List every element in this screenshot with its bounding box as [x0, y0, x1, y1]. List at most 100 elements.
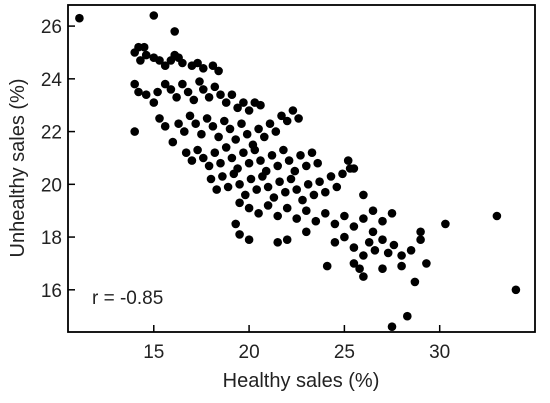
data-point [269, 193, 279, 202]
data-point [139, 42, 149, 52]
data-point [231, 135, 240, 144]
data-point [183, 87, 193, 97]
data-point [397, 251, 406, 260]
data-point [256, 156, 265, 165]
data-point [225, 124, 235, 134]
data-point [242, 129, 252, 139]
data-point [168, 137, 178, 147]
data-point [265, 119, 275, 128]
data-point [273, 238, 283, 247]
data-point [246, 174, 256, 184]
data-point [321, 187, 330, 197]
data-point [271, 127, 281, 136]
data-point [193, 145, 202, 155]
data-point [212, 185, 221, 194]
data-point [416, 235, 425, 244]
data-point [275, 177, 284, 186]
data-point [197, 129, 206, 139]
data-point [340, 211, 349, 221]
data-point [338, 169, 347, 179]
data-point [410, 277, 420, 287]
data-point [237, 119, 246, 128]
data-point [309, 190, 319, 200]
data-point [153, 87, 162, 97]
data-point [387, 322, 397, 332]
data-point [286, 174, 296, 184]
data-point [160, 122, 170, 131]
data-point [292, 214, 302, 223]
data-point [221, 98, 231, 107]
data-point [368, 227, 378, 237]
data-point [181, 148, 191, 157]
data-point [204, 93, 214, 102]
data-point [441, 219, 450, 229]
data-point [378, 216, 387, 226]
data-point [235, 230, 244, 239]
data-point [208, 61, 218, 70]
data-point [282, 235, 292, 244]
data-point [332, 182, 342, 192]
data-point [321, 209, 330, 218]
y-tick-label: 18 [41, 228, 62, 249]
data-point [349, 259, 359, 268]
data-point [199, 85, 208, 94]
data-point [277, 111, 286, 121]
data-point [216, 90, 225, 99]
data-point [267, 151, 277, 160]
data-point [199, 64, 208, 73]
data-point [227, 153, 237, 163]
data-point [359, 272, 368, 281]
data-point [244, 106, 254, 115]
data-point [281, 187, 290, 197]
plot-frame [67, 4, 536, 333]
data-point [170, 27, 179, 36]
data-point [180, 127, 189, 136]
data-point [349, 243, 359, 252]
data-point [189, 95, 199, 105]
data-point [343, 156, 353, 165]
y-tick-label: 16 [41, 281, 62, 302]
data-point [216, 158, 225, 168]
data-point [250, 145, 260, 155]
data-point [492, 211, 502, 221]
x-axis-title: Healthy sales (%) [223, 370, 380, 392]
data-point [149, 98, 159, 107]
data-point [239, 98, 248, 107]
data-point [511, 285, 521, 295]
data-point [235, 198, 244, 208]
data-point [172, 93, 181, 102]
data-point [403, 311, 412, 321]
x-tick-label: 15 [143, 342, 164, 363]
x-tick-label: 25 [334, 342, 355, 363]
data-point [178, 79, 187, 89]
data-point [406, 246, 416, 255]
data-point [214, 132, 223, 142]
data-point [206, 174, 216, 184]
data-point [155, 114, 164, 123]
data-point [273, 161, 283, 171]
y-tick-label: 20 [41, 175, 62, 196]
data-point [134, 87, 143, 97]
y-axis: 16 18 20 22 24 26 [41, 17, 75, 302]
data-point [229, 169, 239, 179]
data-point [282, 116, 292, 126]
data-point [330, 219, 340, 229]
data-point [220, 116, 229, 126]
data-point [191, 119, 200, 128]
data-point [378, 235, 387, 244]
data-point [241, 190, 250, 200]
data-point [239, 148, 248, 157]
data-point [340, 232, 349, 242]
data-point [313, 158, 323, 168]
data-point [302, 206, 311, 215]
data-point [187, 156, 197, 165]
data-point [302, 227, 311, 237]
data-point [75, 13, 84, 23]
data-point [178, 58, 187, 68]
data-point [387, 209, 397, 218]
data-point [330, 238, 340, 247]
y-tick-label: 26 [41, 17, 62, 38]
data-points [75, 11, 521, 332]
data-point [244, 235, 254, 244]
data-point [223, 182, 233, 192]
